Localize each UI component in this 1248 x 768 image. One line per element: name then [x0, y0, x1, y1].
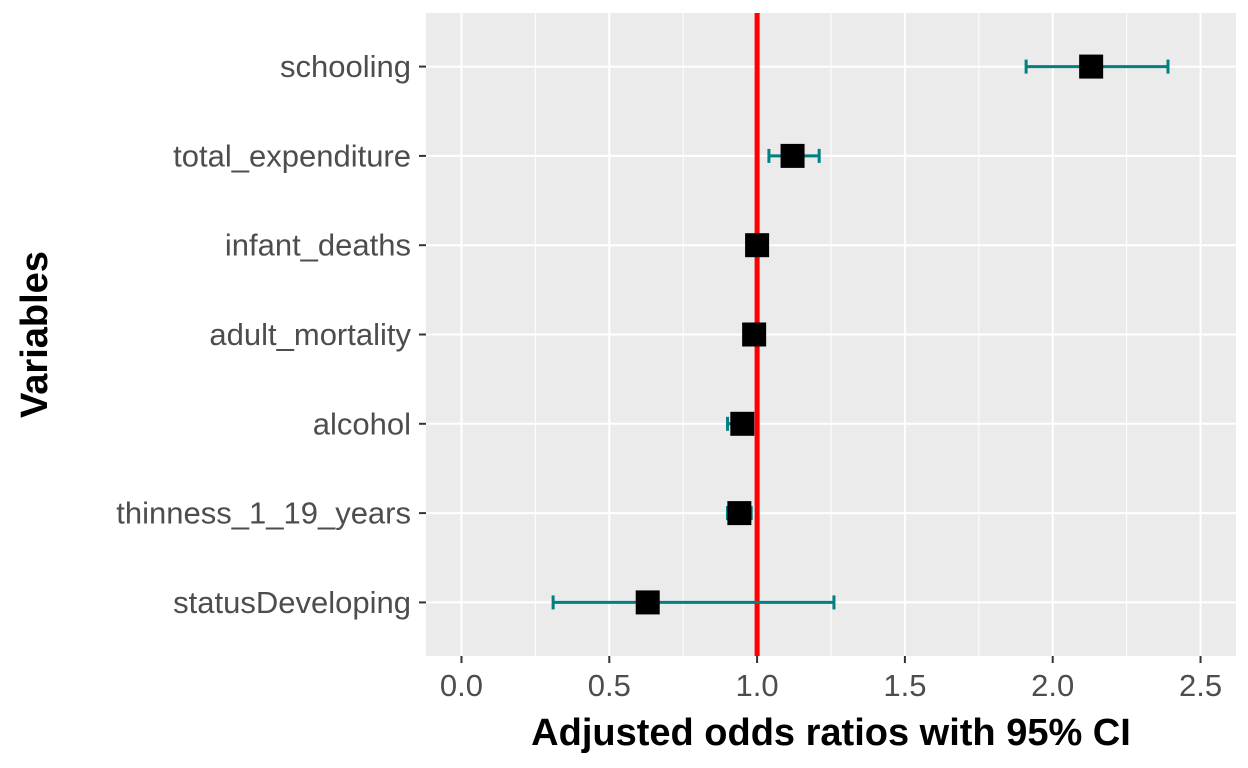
y-tick-label: thinness_1_19_years: [116, 496, 411, 531]
point-estimates: [635, 54, 1104, 615]
point-statusDeveloping: [635, 590, 660, 615]
y-tick-label: statusDeveloping: [173, 585, 411, 620]
point-total_expenditure: [780, 143, 805, 168]
y-tick-label: total_expenditure: [173, 138, 411, 173]
y-tick-label: adult_mortality: [209, 317, 411, 352]
x-axis-ticks: 0.0 0.5 1.0 1.5 2.0 2.5: [440, 656, 1222, 703]
x-axis-title: Adjusted odds ratios with 95% CI: [531, 712, 1131, 754]
point-adult_mortality: [742, 322, 767, 347]
point-infant_deaths: [745, 233, 770, 258]
y-tick-label: infant_deaths: [225, 228, 411, 263]
point-schooling: [1079, 54, 1104, 79]
point-alcohol: [730, 411, 755, 436]
x-tick-label: 0.5: [588, 668, 631, 703]
y-axis-title: Variables: [14, 251, 56, 418]
x-tick-label: 0.0: [440, 668, 483, 703]
point-thinness_1_19_years: [727, 501, 752, 526]
x-tick-label: 2.5: [1179, 668, 1222, 703]
x-tick-label: 1.5: [883, 668, 926, 703]
x-tick-label: 1.0: [736, 668, 779, 703]
y-axis-ticks: statusDeveloping thinness_1_19_years alcoh…: [116, 49, 426, 620]
y-tick-label: schooling: [280, 49, 411, 84]
y-tick-label: alcohol: [313, 406, 411, 441]
x-tick-label: 2.0: [1031, 668, 1074, 703]
